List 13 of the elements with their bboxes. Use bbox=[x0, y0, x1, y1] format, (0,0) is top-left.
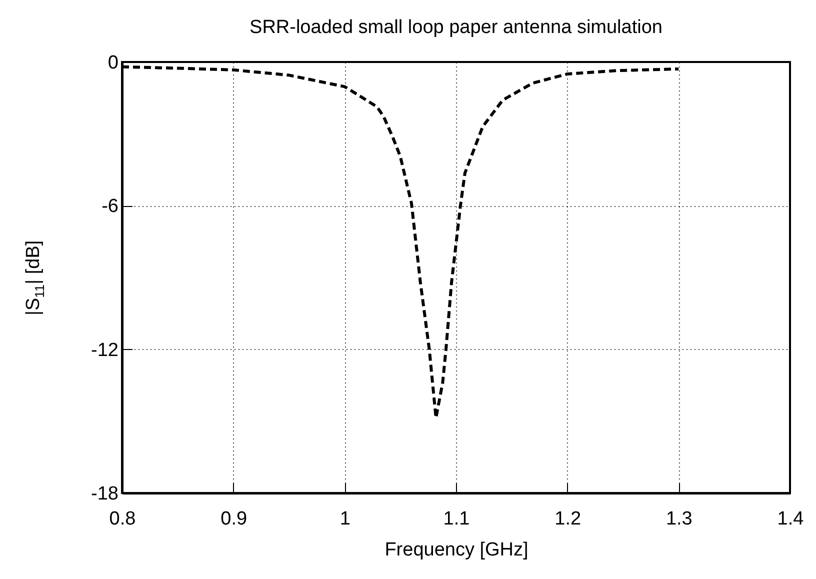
x-tick-label: 0.8 bbox=[109, 508, 136, 530]
x-tick-label: 1.3 bbox=[666, 508, 692, 530]
y-tick-label: -12 bbox=[91, 340, 118, 361]
x-tick-label: 1.4 bbox=[777, 508, 804, 530]
y-tick-label: 0 bbox=[108, 52, 118, 74]
y-tick-label: -6 bbox=[102, 196, 118, 218]
chart-title: SRR-loaded small loop paper antenna simulation bbox=[250, 17, 662, 38]
x-tick-label: 0.9 bbox=[220, 508, 248, 530]
x-tick-label: 1.2 bbox=[554, 508, 582, 530]
y-tick-label: -18 bbox=[91, 484, 118, 504]
x-axis-title: Frequency [GHz] bbox=[384, 540, 528, 560]
x-tick-label: 1.1 bbox=[443, 508, 470, 530]
x-tick-label: 1 bbox=[340, 508, 350, 530]
